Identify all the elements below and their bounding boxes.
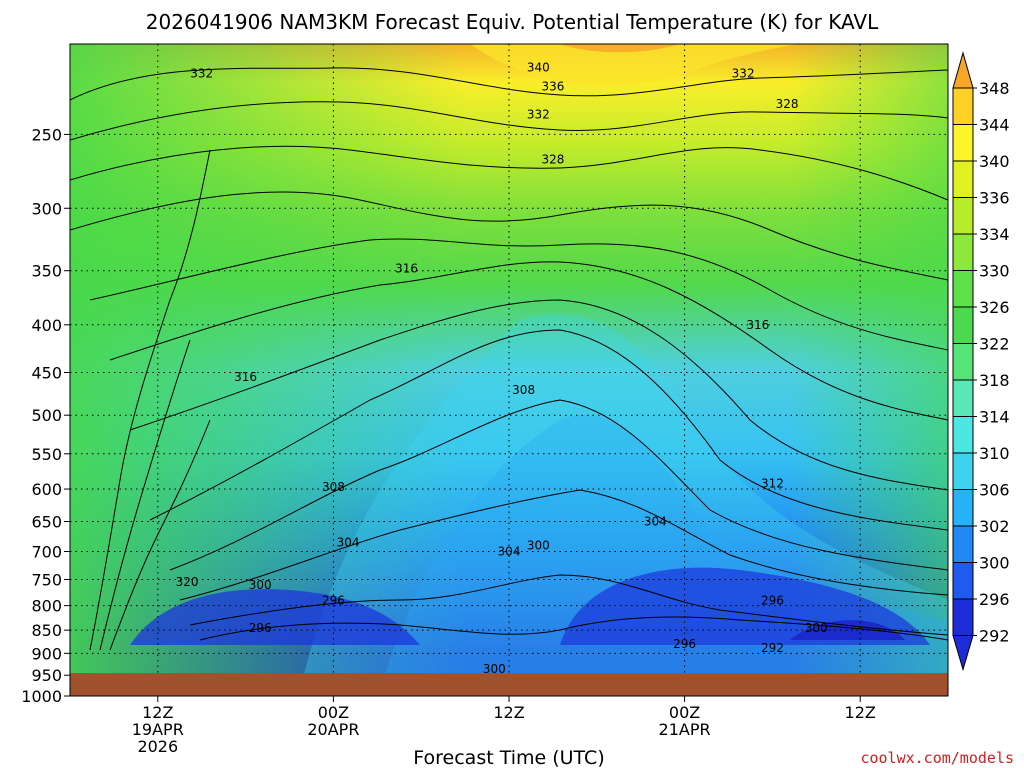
y-tick-label: 700: [31, 543, 62, 562]
colorbar-cap-top: [952, 51, 974, 89]
colorbar-swatch: [952, 270, 974, 308]
y-tick-label: 250: [31, 125, 62, 144]
colorbar-label: 318: [979, 371, 1010, 390]
credit-link[interactable]: coolwx.com/models: [860, 749, 1014, 767]
contour-label: 300: [527, 539, 550, 553]
y-tick-label: 950: [31, 666, 62, 685]
contour-label: 316: [395, 261, 418, 275]
colorbar-label: 326: [979, 298, 1010, 317]
colorbar-swatch: [952, 233, 974, 271]
contour-label: 332: [190, 66, 213, 80]
colorbar-label: 292: [979, 627, 1010, 646]
y-tick-label: 800: [31, 597, 62, 616]
contour-label: 300: [805, 621, 828, 635]
contour-label: 304: [337, 536, 360, 550]
contour-label: 332: [527, 107, 550, 121]
y-tick-label: 300: [31, 199, 62, 218]
contour-label: 332: [732, 66, 755, 80]
ground-fill: [70, 673, 948, 696]
colorbar-label: 334: [979, 225, 1010, 244]
contour-label: 328: [541, 153, 564, 167]
colorbar-swatch: [952, 87, 974, 125]
y-tick-label: 550: [31, 445, 62, 464]
colorbar-swatch: [952, 306, 974, 344]
colorbar-swatch: [952, 562, 974, 600]
x-axis-label: Forecast Time (UTC): [413, 747, 604, 768]
y-tick-label: 350: [31, 262, 62, 281]
contour-label: 336: [541, 79, 564, 93]
colorbar-label: 296: [979, 590, 1010, 609]
x-tick-label: 12Z: [493, 703, 524, 722]
colorbar-label: 348: [979, 79, 1010, 98]
colorbar-cap-bottom: [952, 635, 974, 672]
chart-title: 2026041906 NAM3KM Forecast Equiv. Potent…: [146, 10, 879, 34]
x-tick-label: 00Z: [318, 703, 349, 722]
x-tick-label: 12Z: [142, 703, 173, 722]
x-tick-label: 12Z: [845, 703, 876, 722]
y-tick-label: 600: [31, 480, 62, 499]
colorbar-label: 344: [979, 116, 1010, 135]
colorbar-label: 306: [979, 481, 1010, 500]
y-axis: 250 300 350 400 450 500 550 600 650 700 750 800 850 9…: [21, 125, 70, 706]
y-tick-label: 500: [31, 406, 62, 425]
colorbar: 348 344 340 336 334 330 326 322 318 314 310 306 302 3…: [952, 51, 1010, 672]
colorbar-label: 330: [979, 262, 1010, 281]
colorbar-swatch: [952, 452, 974, 490]
colorbar-swatch: [952, 489, 974, 527]
y-tick-label: 900: [31, 644, 62, 663]
contour-label: 316: [234, 370, 257, 384]
x-tick-label: 20APR: [307, 720, 359, 739]
contour-label: 292: [761, 641, 784, 655]
colorbar-label: 336: [979, 189, 1010, 208]
colorbar-swatch: [952, 160, 974, 198]
contour-label: 304: [644, 514, 667, 528]
colorbar-swatch: [952, 379, 974, 417]
colorbar-swatch: [952, 197, 974, 235]
y-tick-label: 400: [31, 316, 62, 335]
contour-label: 296: [761, 594, 784, 608]
x-tick-label: 00Z: [669, 703, 700, 722]
contour-label: 320: [176, 575, 199, 589]
contour-label: 304: [498, 545, 521, 559]
colorbar-label: 310: [979, 444, 1010, 463]
contour-label: 308: [512, 383, 535, 397]
colorbar-label: 322: [979, 335, 1010, 354]
colorbar-label: 302: [979, 517, 1010, 536]
contour-label: 300: [249, 578, 272, 592]
y-tick-label: 450: [31, 364, 62, 383]
contour-label: 340: [527, 61, 550, 75]
colorbar-swatch: [952, 124, 974, 162]
x-tick-label: 19APR: [132, 720, 184, 739]
colorbar-label: 300: [979, 554, 1010, 573]
colorbar-label: 314: [979, 408, 1010, 427]
y-tick-label: 850: [31, 621, 62, 640]
y-tick-label: 1000: [21, 687, 62, 706]
contour-label: 300: [483, 662, 506, 676]
y-tick-label: 650: [31, 512, 62, 531]
contour-label: 328: [776, 97, 799, 111]
colorbar-swatch: [952, 525, 974, 563]
contour-lines: [70, 67, 948, 651]
colorbar-swatch: [952, 343, 974, 381]
y-tick-label: 750: [31, 570, 62, 589]
x-tick-label: 2026: [137, 737, 178, 756]
contour-label: 296: [249, 621, 272, 635]
contour-label: 308: [322, 480, 345, 494]
colorbar-swatch: [952, 598, 974, 636]
colorbar-label: 340: [979, 152, 1010, 171]
colorbar-swatch: [952, 416, 974, 454]
contour-label: 312: [761, 477, 784, 491]
x-tick-label: 21APR: [659, 720, 711, 739]
